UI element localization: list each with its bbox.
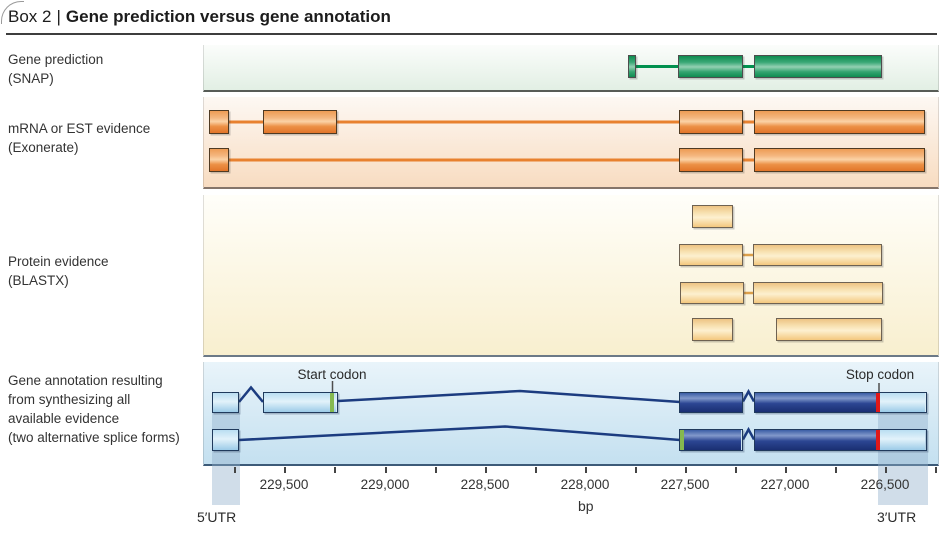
blastx-hit bbox=[753, 282, 883, 304]
title-text: Gene prediction versus gene annotation bbox=[65, 7, 391, 26]
annotation-exon-start-codon bbox=[263, 392, 338, 413]
est-exon bbox=[754, 148, 925, 172]
blastx-hit bbox=[753, 244, 882, 266]
axis-tick bbox=[885, 467, 887, 473]
axis-tick bbox=[635, 467, 637, 473]
axis-tick bbox=[334, 467, 336, 473]
start-codon-marker bbox=[330, 393, 334, 412]
utr3-label: 3′UTR bbox=[877, 509, 917, 525]
axis-tick bbox=[785, 467, 787, 473]
blastx-hit bbox=[680, 282, 744, 304]
track-label-mrna-est: mRNA or EST evidence (Exonerate) bbox=[8, 121, 151, 155]
axis-tick bbox=[535, 467, 537, 473]
est-exon bbox=[754, 110, 925, 134]
axis-tick-label: 228,000 bbox=[560, 477, 610, 492]
snap-exon bbox=[678, 55, 743, 78]
blastx-hit bbox=[776, 318, 882, 341]
annotation-cds-exon bbox=[679, 392, 743, 413]
utr3-segment bbox=[880, 430, 925, 450]
title-separator: | bbox=[56, 7, 61, 26]
axis-tick bbox=[835, 467, 837, 473]
axis-tick bbox=[585, 467, 587, 473]
est-exon bbox=[679, 110, 743, 134]
axis-tick-label: 226,500 bbox=[860, 477, 910, 492]
axis-tick-label: 227,000 bbox=[760, 477, 810, 492]
axis-tick-label: 227,500 bbox=[660, 477, 710, 492]
est-exon bbox=[679, 148, 743, 172]
axis-tick-label: 229,000 bbox=[360, 477, 410, 492]
box-number: Box 2 bbox=[8, 7, 52, 26]
axis-tick bbox=[284, 467, 286, 473]
annotation-utr-exon bbox=[212, 429, 239, 451]
blastx-hit bbox=[692, 318, 733, 341]
track-label-gene-prediction: Gene prediction (SNAP) bbox=[8, 52, 104, 86]
axis-tick-label: 229,500 bbox=[259, 477, 309, 492]
utr5-highlight-band bbox=[212, 413, 240, 505]
axis-tick bbox=[485, 467, 487, 473]
start-codon-label: Start codon bbox=[297, 367, 367, 382]
axis-tick bbox=[735, 467, 737, 473]
title-underline bbox=[6, 33, 937, 35]
axis-tick bbox=[935, 467, 937, 473]
annotation-exon-stop-codon bbox=[754, 429, 927, 451]
snap-exon bbox=[628, 55, 636, 78]
utr3-segment bbox=[880, 393, 925, 412]
annotation-utr-exon bbox=[212, 392, 239, 413]
axis-tick bbox=[385, 467, 387, 473]
axis-unit-label: bp bbox=[578, 498, 594, 514]
box-corner-decoration bbox=[1, 1, 24, 24]
stop-codon-marker bbox=[876, 393, 880, 412]
snap-exon bbox=[754, 55, 882, 78]
utr5-label: 5′UTR bbox=[197, 509, 237, 525]
figure-title: Box 2 | Gene prediction versus gene annota… bbox=[8, 7, 391, 27]
utr3-highlight-band bbox=[878, 413, 928, 505]
axis-tick-label: 228,500 bbox=[460, 477, 510, 492]
axis-tick bbox=[435, 467, 437, 473]
start-codon-marker bbox=[680, 430, 684, 450]
blastx-hit bbox=[679, 244, 743, 266]
stop-codon-label: Stop codon bbox=[845, 367, 915, 382]
est-exon bbox=[209, 148, 229, 172]
est-exon bbox=[263, 110, 337, 134]
annotation-exon-start-codon bbox=[679, 429, 743, 451]
axis-tick bbox=[234, 467, 236, 473]
axis-tick bbox=[685, 467, 687, 473]
track-label-annotation: Gene annotation resulting from synthesiz… bbox=[8, 373, 180, 445]
stop-codon-marker bbox=[876, 430, 880, 450]
est-exon bbox=[209, 110, 229, 134]
track-label-protein: Protein evidence (BLASTX) bbox=[8, 254, 109, 288]
annotation-exon-stop-codon bbox=[754, 392, 927, 413]
blastx-hit bbox=[692, 205, 733, 228]
